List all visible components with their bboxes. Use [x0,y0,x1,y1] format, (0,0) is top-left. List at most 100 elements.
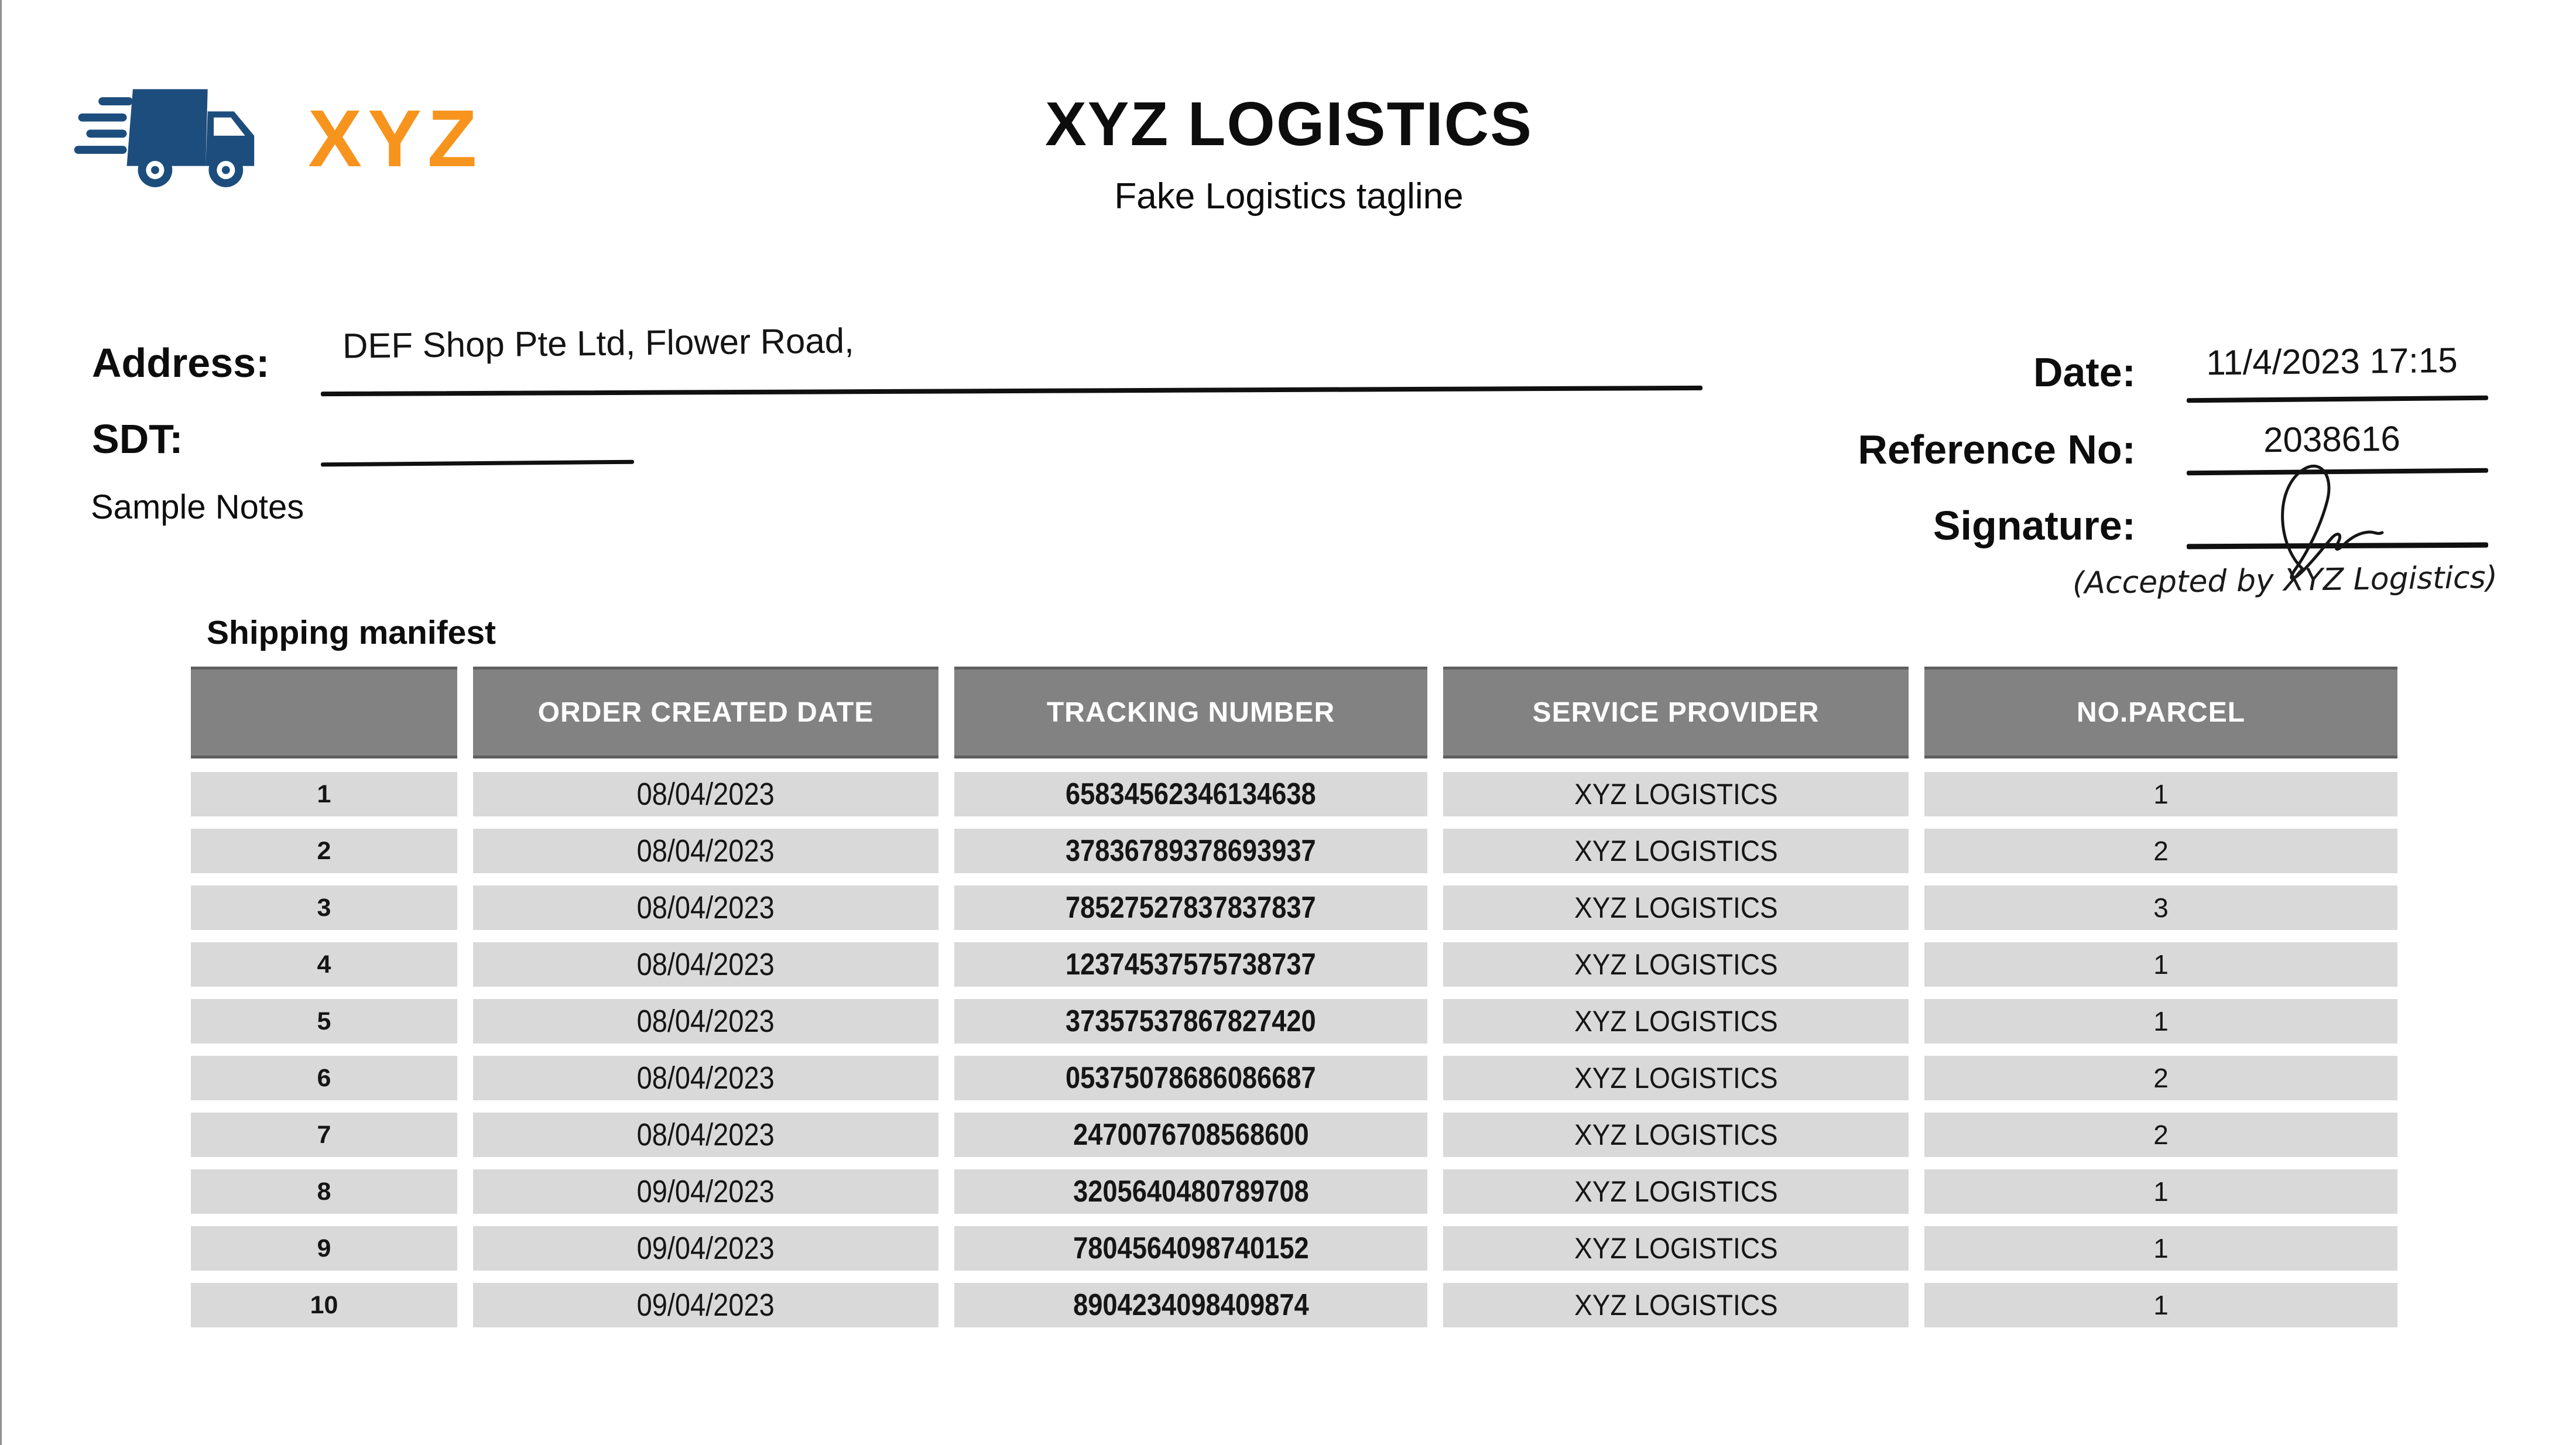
row-index: 3 [317,893,331,922]
order-date-cell: 09/04/2023 [473,1169,938,1214]
service-provider: XYZ LOGISTICS [1574,1062,1778,1094]
table-row: 3 08/04/2023 78527527837837837 XYZ LOGIS… [191,885,2397,930]
order-date: 08/04/2023 [636,1060,775,1096]
parcel-count: 2 [2153,1063,2169,1093]
row-index-cell: 10 [191,1283,457,1327]
tracking-number-cell: 65834562346134638 [954,772,1427,816]
header-cell-index [191,667,457,758]
address-underline [320,385,1703,397]
tracking-number-cell: 37357537867827420 [954,999,1427,1044]
row-index: 5 [317,1007,331,1035]
row-index-cell: 7 [191,1113,457,1157]
row-index-cell: 6 [191,1056,457,1100]
sdt-underline [320,459,635,467]
tracking-number: 8904234098409874 [1073,1288,1309,1322]
tracking-number: 05375078686086687 [1066,1061,1316,1095]
truck-icon [74,89,255,187]
service-provider-cell: XYZ LOGISTICS [1443,829,1909,873]
order-date-cell: 09/04/2023 [473,1283,938,1327]
parcel-count-cell: 1 [1924,942,2397,987]
row-index-cell: 5 [191,999,457,1044]
signature-label: Signature: [1933,503,2136,548]
parcel-count: 1 [2153,1233,2169,1264]
manifest-heading: Shipping manifest [207,614,496,651]
row-index: 9 [317,1234,331,1262]
order-date-cell: 08/04/2023 [473,885,938,930]
service-provider: XYZ LOGISTICS [1574,1005,1778,1038]
tracking-number: 37836789378693937 [1066,834,1316,868]
table-row: 7 08/04/2023 2470076708568600 XYZ LOGIST… [191,1113,2397,1157]
table-header-row: ORDER CREATED DATE TRACKING NUMBER SERVI… [191,667,2397,758]
tracking-number-cell: 37836789378693937 [954,829,1427,873]
parcel-count: 1 [2153,1006,2169,1036]
parcel-count-cell: 1 [1924,1169,2397,1214]
tracking-number: 65834562346134638 [1066,777,1316,811]
sample-notes: Sample Notes [91,488,304,526]
service-provider-cell: XYZ LOGISTICS [1443,772,1909,816]
order-date-cell: 08/04/2023 [473,942,938,987]
tracking-number: 12374537575738737 [1066,948,1316,981]
service-provider-cell: XYZ LOGISTICS [1443,1056,1909,1100]
service-provider: XYZ LOGISTICS [1574,1118,1778,1151]
parcel-count-cell: 1 [1924,999,2397,1044]
service-provider: XYZ LOGISTICS [1574,835,1778,867]
parcel-count-cell: 2 [1924,1056,2397,1100]
header-cell-tracking: TRACKING NUMBER [954,667,1427,758]
parcel-count-cell: 2 [1924,1113,2397,1157]
parcel-count: 2 [2153,836,2169,866]
service-provider: XYZ LOGISTICS [1574,891,1778,924]
tracking-number-cell: 05375078686086687 [954,1056,1427,1100]
signature-scribble-icon [2281,464,2384,580]
row-index: 4 [317,950,331,979]
header-cell-provider: SERVICE PROVIDER [1443,667,1909,758]
tracking-number-cell: 7804564098740152 [954,1226,1427,1271]
service-provider: XYZ LOGISTICS [1574,948,1778,981]
tracking-number: 3205640480789708 [1073,1175,1309,1209]
service-provider-cell: XYZ LOGISTICS [1443,1113,1909,1157]
parcel-count: 1 [2153,779,2169,809]
order-date: 09/04/2023 [636,1231,775,1266]
address-label: Address: [92,340,270,386]
order-date: 08/04/2023 [636,890,775,925]
row-index: 6 [317,1063,331,1092]
parcel-count-cell: 1 [1924,1283,2397,1327]
row-index-cell: 3 [191,885,457,930]
order-date-cell: 08/04/2023 [473,772,938,816]
service-provider: XYZ LOGISTICS [1574,1232,1778,1265]
order-date: 08/04/2023 [636,833,775,869]
order-date: 08/04/2023 [636,1004,775,1039]
row-index: 1 [317,780,331,808]
service-provider: XYZ LOGISTICS [1574,778,1778,811]
table-row: 6 08/04/2023 05375078686086687 XYZ LOGIS… [191,1056,2397,1100]
sdt-label: SDT: [92,416,183,462]
parcel-count-cell: 2 [1924,829,2397,873]
parcel-count-cell: 1 [1924,772,2397,816]
service-provider-cell: XYZ LOGISTICS [1443,1169,1909,1214]
tracking-number-cell: 8904234098409874 [954,1283,1427,1327]
order-date: 08/04/2023 [636,777,775,812]
date-value: 11/4/2023 17:15 [2206,340,2458,383]
accepted-note: (Accepted by XYZ Logistics) [2072,560,2498,602]
parcel-count-cell: 1 [1924,1226,2397,1271]
page-tagline: Fake Logistics tagline [1114,176,1464,217]
table-row: 5 08/04/2023 37357537867827420 XYZ LOGIS… [191,999,2397,1044]
row-index: 2 [317,836,331,865]
table-row: 2 08/04/2023 37836789378693937 XYZ LOGIS… [191,829,2397,873]
tracking-number: 2470076708568600 [1073,1118,1309,1152]
row-index-cell: 9 [191,1226,457,1271]
tracking-number: 7804564098740152 [1073,1231,1309,1265]
service-provider-cell: XYZ LOGISTICS [1443,1226,1909,1271]
parcel-count: 2 [2153,1120,2169,1150]
table-row: 1 08/04/2023 65834562346134638 XYZ LOGIS… [191,772,2397,816]
tracking-number-cell: 78527527837837837 [954,885,1427,930]
tracking-number-cell: 2470076708568600 [954,1113,1427,1157]
row-index: 8 [317,1177,331,1206]
tracking-number-cell: 3205640480789708 [954,1169,1427,1214]
service-provider: XYZ LOGISTICS [1574,1289,1778,1322]
service-provider-cell: XYZ LOGISTICS [1443,942,1909,987]
tracking-number: 78527527837837837 [1066,891,1316,925]
order-date-cell: 08/04/2023 [473,1113,938,1157]
table-row: 8 09/04/2023 3205640480789708 XYZ LOGIST… [191,1169,2397,1214]
service-provider-cell: XYZ LOGISTICS [1443,999,1909,1044]
